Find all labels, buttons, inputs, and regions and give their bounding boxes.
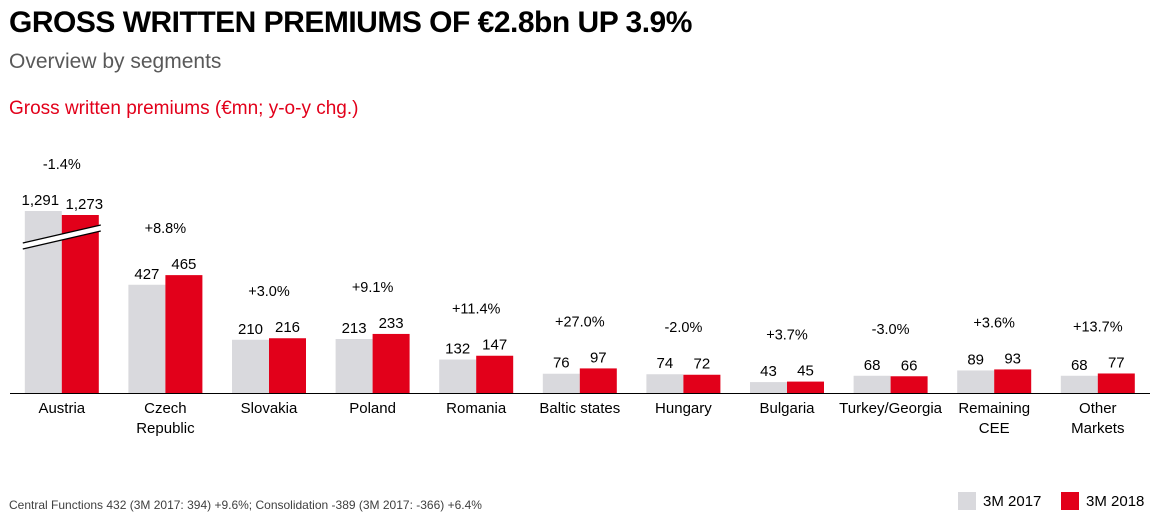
- category-label-romania: Romania: [446, 400, 507, 417]
- bar-2018-turkey-georgia: [890, 376, 928, 393]
- category-label-poland: Poland: [349, 400, 396, 417]
- bar-2018-other-markets: [1097, 373, 1135, 393]
- bar-2017-poland: [335, 339, 373, 393]
- value-label-2018-poland: 233: [379, 315, 404, 332]
- change-label-remaining-cee: +3.6%: [973, 315, 1015, 331]
- bar-2018-austria: [61, 215, 99, 393]
- category-label-remaining-cee-2: CEE: [979, 420, 1010, 437]
- legend-swatch-2017: [958, 492, 976, 510]
- change-label-other-markets: +13.7%: [1073, 319, 1123, 335]
- bar-2017-baltic-states: [542, 373, 580, 393]
- bar-2017-other-markets: [1060, 375, 1098, 393]
- page-title: GROSS WRITTEN PREMIUMS OF €2.8bn UP 3.9%: [9, 6, 692, 39]
- value-label-2018-hungary: 72: [694, 356, 711, 373]
- category-label-hungary: Hungary: [655, 400, 712, 417]
- axis-break-line-top: [22, 224, 101, 244]
- axis-break-line-bottom: [22, 230, 101, 250]
- value-label-2017-romania: 132: [445, 341, 470, 358]
- change-label-baltic-states: +27.0%: [555, 314, 605, 330]
- bar-2017-romania: [439, 359, 477, 393]
- axis-break-gap: [22, 225, 101, 249]
- bar-2018-bulgaria: [787, 381, 824, 393]
- legend-label-2018: 3M 2018: [1086, 492, 1145, 510]
- value-label-2017-turkey-georgia: 68: [864, 357, 881, 374]
- value-label-2018-romania: 147: [482, 337, 507, 354]
- change-label-austria: -1.4%: [43, 157, 81, 173]
- value-label-2017-remaining-cee: 89: [967, 351, 984, 368]
- bar-2018-czech-republic: [165, 275, 203, 393]
- bar-2018-romania: [476, 355, 514, 393]
- value-label-2018-bulgaria: 45: [797, 363, 814, 380]
- value-label-2018-slovakia: 216: [275, 319, 300, 336]
- change-label-poland: +9.1%: [352, 280, 394, 296]
- category-label-turkey-georgia: Turkey/Georgia: [839, 400, 942, 417]
- value-label-2017-hungary: 74: [657, 355, 674, 372]
- bar-2017-bulgaria: [750, 382, 787, 393]
- value-label-2018-other-markets: 77: [1108, 354, 1125, 371]
- legend-2018: 3M 2018: [1061, 492, 1144, 510]
- value-label-2018-baltic-states: 97: [590, 349, 607, 366]
- footnote: Central Functions 432 (3M 2017: 394) +9.…: [9, 498, 482, 512]
- category-label-czech-republic-1: Czech: [144, 400, 187, 417]
- legend-2017: 3M 2017: [958, 492, 1041, 510]
- legend-swatch-2018: [1061, 492, 1079, 510]
- bar-2017-hungary: [646, 374, 684, 393]
- category-label-bulgaria: Bulgaria: [759, 400, 815, 417]
- value-label-2017-baltic-states: 76: [553, 355, 570, 372]
- bar-2017-slovakia: [232, 339, 269, 393]
- category-label-czech-republic-2: Republic: [136, 420, 195, 437]
- value-label-2018-turkey-georgia: 66: [901, 357, 918, 374]
- value-label-2017-bulgaria: 43: [760, 363, 777, 380]
- value-label-2017-czech-republic: 427: [134, 266, 159, 283]
- category-label-baltic-states: Baltic states: [539, 400, 620, 417]
- bar-2017-czech-republic: [128, 284, 166, 393]
- category-label-slovakia: Slovakia: [241, 400, 298, 417]
- value-label-2018-czech-republic: 465: [171, 256, 196, 273]
- chart-section-title: Gross written premiums (€mn; y-o-y chg.): [9, 98, 359, 119]
- bar-2018-poland: [372, 333, 410, 393]
- bar-2017-remaining-cee: [957, 370, 995, 393]
- value-label-2018-austria: 1,273: [66, 196, 104, 213]
- value-label-2017-poland: 213: [342, 320, 367, 337]
- bar-2018-slovakia: [269, 338, 306, 393]
- change-label-turkey-georgia: -3.0%: [872, 322, 910, 338]
- page-subtitle: Overview by segments: [9, 50, 222, 73]
- value-label-2017-other-markets: 68: [1071, 357, 1088, 374]
- change-label-bulgaria: +3.7%: [766, 328, 808, 344]
- value-label-2017-austria: 1,291: [22, 192, 60, 209]
- category-label-austria: Austria: [38, 400, 85, 417]
- category-label-remaining-cee-1: Remaining: [958, 400, 1030, 417]
- category-label-other-markets-1: Other: [1079, 400, 1117, 417]
- change-label-hungary: -2.0%: [664, 320, 702, 336]
- change-label-slovakia: +3.0%: [248, 284, 290, 300]
- bar-2018-hungary: [683, 374, 721, 393]
- category-label-other-markets-2: Markets: [1071, 420, 1124, 437]
- bar-2018-baltic-states: [579, 368, 617, 393]
- gwp-bar-chart: 1,291 1,273 -1.4% Austria 427 465 +8.8% Czech Re…: [10, 157, 1150, 437]
- legend-label-2017: 3M 2017: [983, 492, 1042, 510]
- change-label-czech-republic: +8.8%: [145, 221, 187, 237]
- value-label-2018-remaining-cee: 93: [1004, 350, 1021, 367]
- change-label-romania: +11.4%: [452, 302, 501, 318]
- value-label-2017-slovakia: 210: [238, 321, 263, 338]
- bar-2018-remaining-cee: [994, 369, 1032, 393]
- bar-2017-turkey-georgia: [853, 375, 891, 393]
